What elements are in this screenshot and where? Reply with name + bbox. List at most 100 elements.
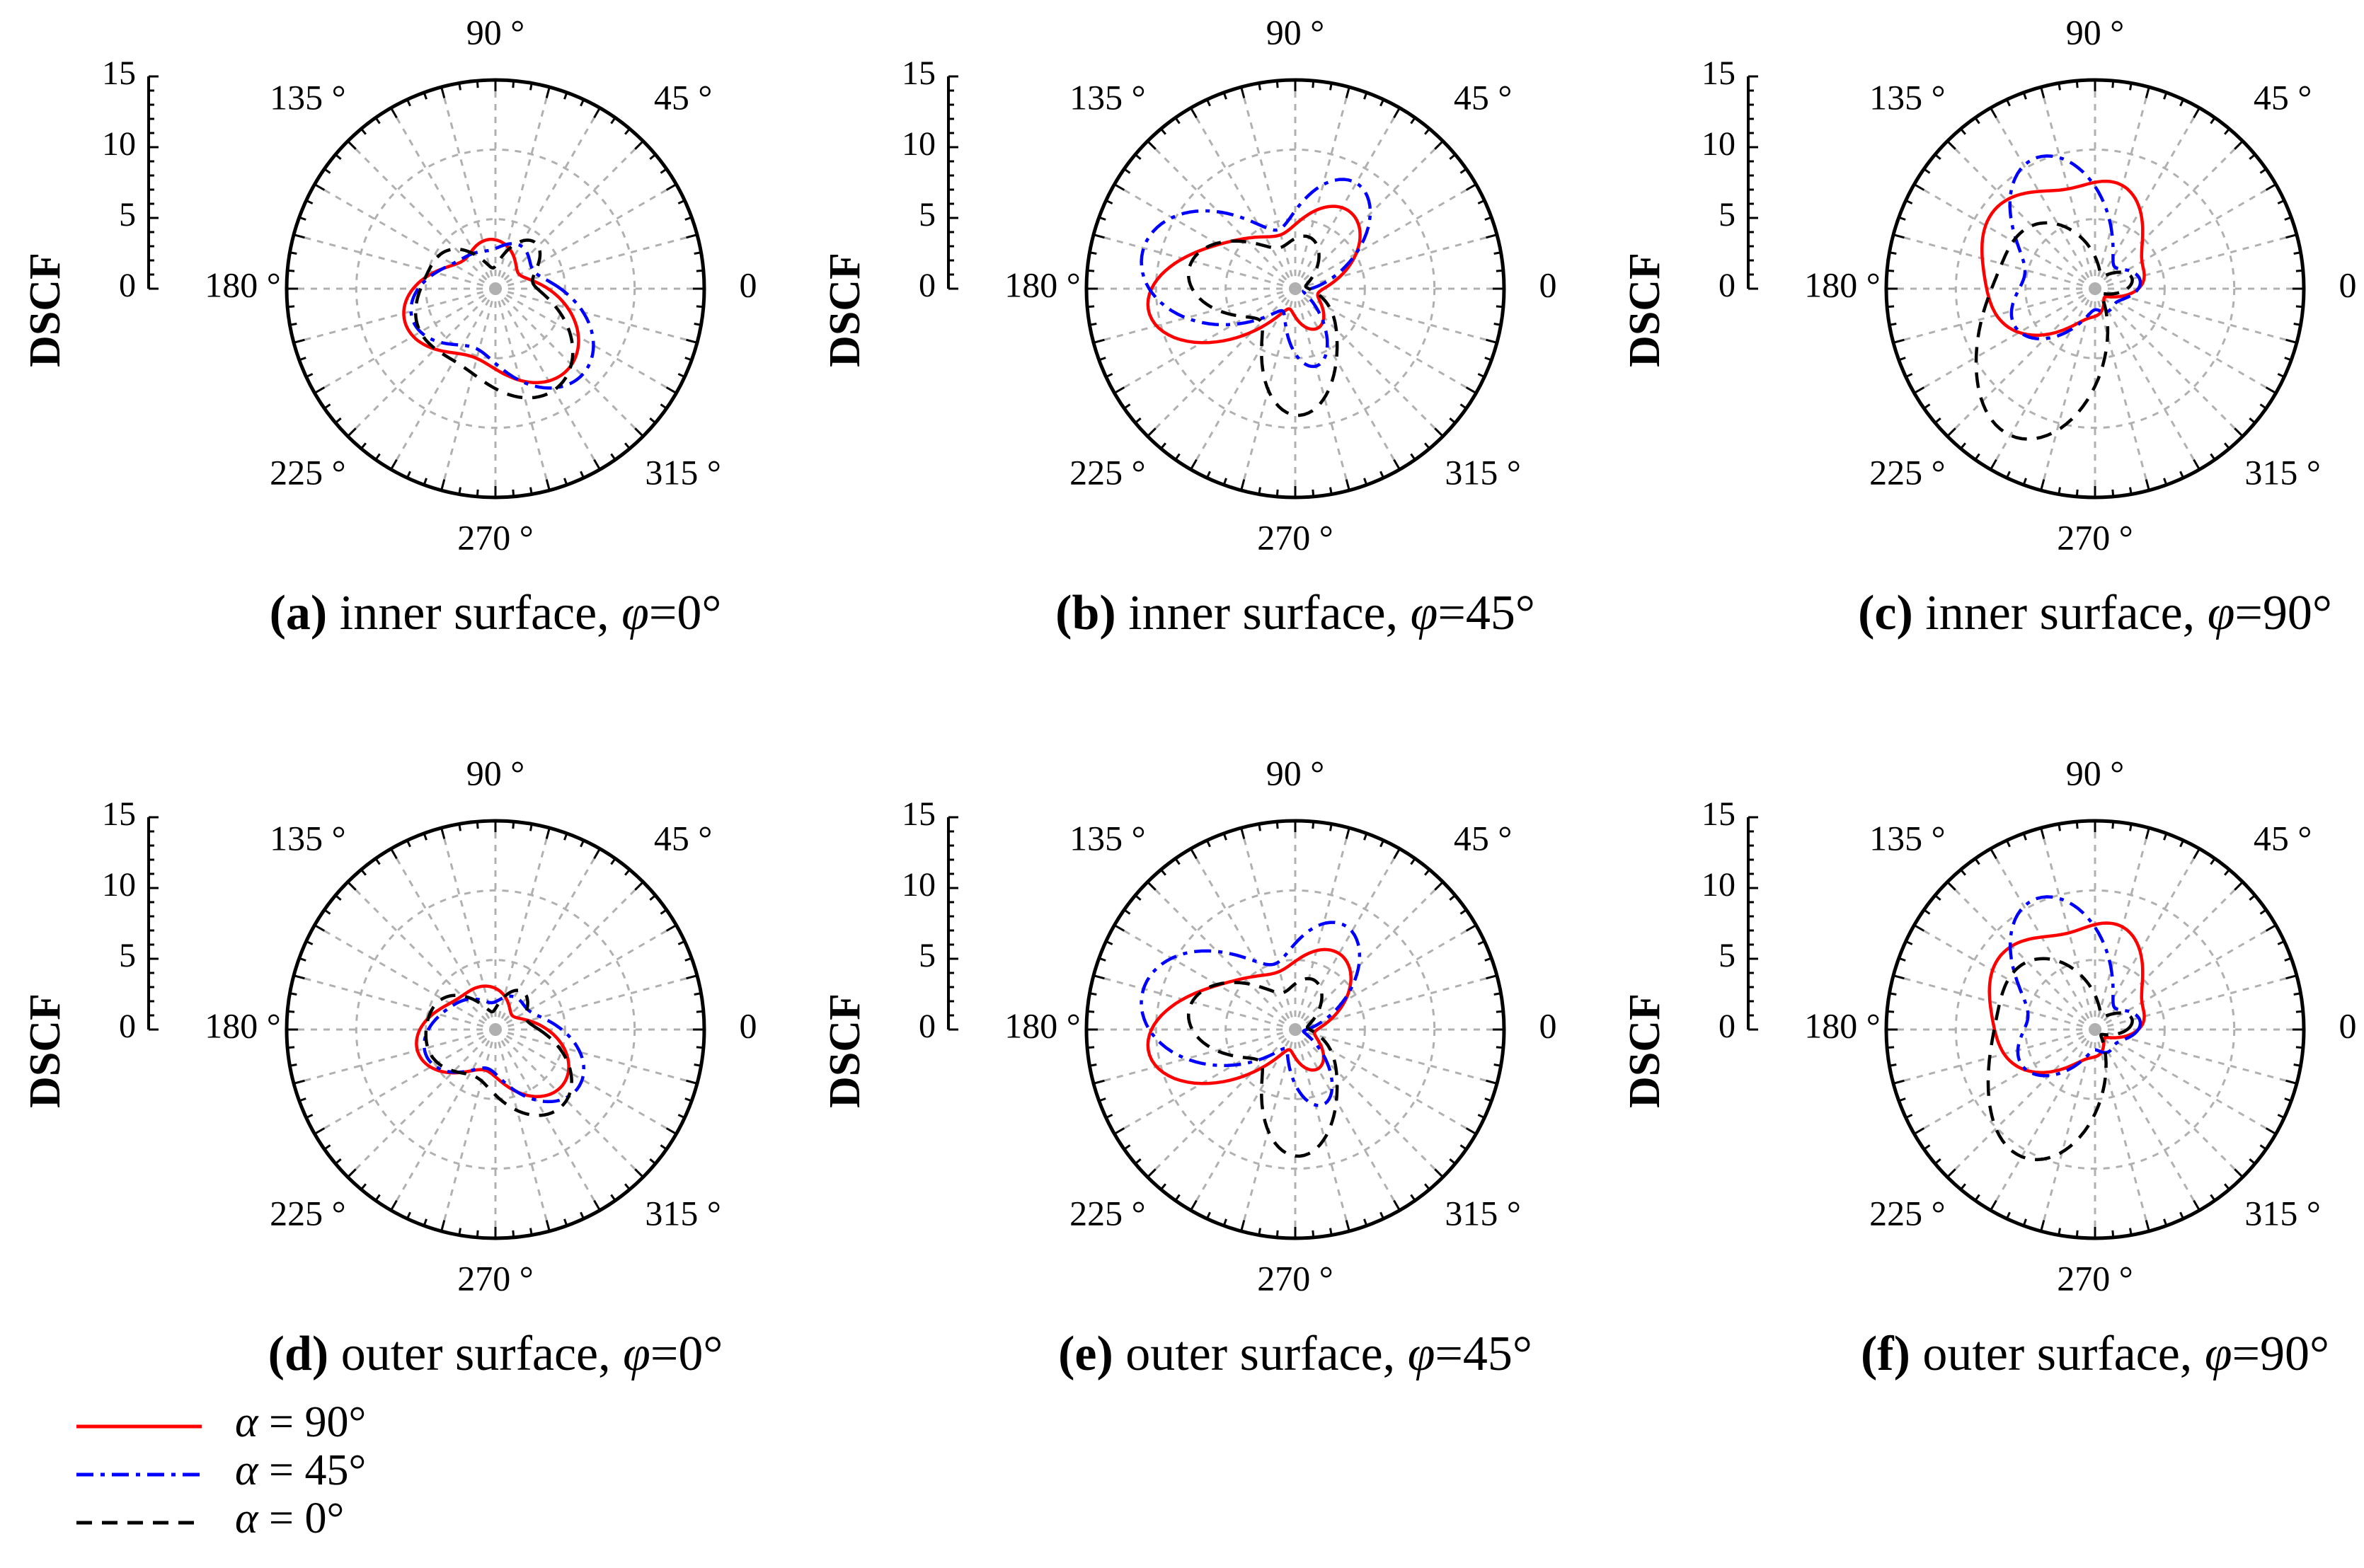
angle-tick: [529, 824, 533, 831]
angle-tick: [2129, 1228, 2133, 1235]
series-line-a0: [413, 238, 575, 400]
angle-tick: [1379, 471, 1385, 478]
angle-tick: [287, 1046, 295, 1049]
angle-tick: [1496, 305, 1504, 309]
angle-tick: [360, 869, 367, 876]
angle-tick: [686, 974, 698, 980]
angle-tick: [323, 1144, 331, 1151]
angle-tick: [406, 471, 411, 478]
angle-tick: [423, 833, 428, 841]
legend-value: = 90°: [258, 1398, 367, 1446]
caption-surface: outer surface,: [1113, 1327, 1408, 1381]
grid-spoke: [440, 288, 497, 491]
angle-tick: [624, 442, 631, 449]
angle-tick: [1089, 323, 1097, 326]
angle-tick: [306, 373, 314, 379]
series-line-a45: [422, 994, 586, 1104]
angle-tick: [2224, 442, 2230, 449]
angle-tick: [512, 80, 515, 88]
angle-tick: [1477, 199, 1485, 204]
angle-tick: [2005, 1211, 2011, 1219]
angle-tick: [440, 479, 446, 491]
grid-circle: [1954, 889, 2236, 1170]
grid-spoke: [293, 287, 496, 344]
grid-spoke: [2094, 1029, 2201, 1211]
radial-tick-label: 10: [102, 866, 136, 904]
angle-tick: [2193, 848, 2201, 860]
angle-tick: [1258, 824, 1261, 831]
angle-tick: [665, 183, 677, 191]
angle-label-315: 315 °: [645, 453, 721, 492]
grid-spoke: [1294, 1029, 1401, 1211]
angle-tick: [1974, 1194, 1980, 1201]
angle-label-225: 225 °: [1869, 453, 1946, 492]
angle-tick: [1312, 1230, 1315, 1238]
angle-tick: [563, 478, 568, 485]
grid-spoke: [347, 140, 497, 290]
angle-tick: [1258, 83, 1261, 91]
angle-tick: [634, 881, 644, 891]
angle-tick: [2224, 128, 2230, 135]
angle-tick: [1135, 1158, 1142, 1165]
angle-tick: [610, 453, 616, 461]
grid-spoke: [1893, 1028, 2096, 1085]
grid-spoke: [1113, 1028, 1296, 1135]
series-line-a90: [402, 238, 580, 384]
angle-label-45: 45 °: [1454, 77, 1513, 117]
angle-tick: [2249, 1158, 2256, 1165]
angle-tick: [1496, 1046, 1504, 1049]
angle-tick: [2163, 92, 2168, 100]
angle-tick: [1123, 909, 1131, 915]
angle-tick: [406, 1211, 411, 1219]
angle-tick: [593, 848, 601, 860]
grid-spoke: [1990, 1029, 2096, 1211]
angle-tick: [677, 199, 685, 204]
grid-spoke: [1147, 881, 1297, 1031]
angle-tick: [1393, 1199, 1401, 1211]
angle-label-270: 270 °: [457, 1258, 534, 1298]
angle-tick: [593, 107, 601, 119]
angle-tick: [649, 894, 656, 901]
series-line-a45: [1140, 178, 1372, 369]
angle-tick: [593, 459, 601, 471]
grid-spoke: [347, 287, 497, 437]
angle-tick: [1974, 453, 1980, 461]
angle-tick: [2193, 107, 2201, 119]
grid-spoke: [314, 924, 496, 1031]
grid-spoke: [1913, 924, 2096, 1031]
angle-tick: [1147, 140, 1157, 150]
angle-tick: [360, 128, 367, 135]
angle-tick: [390, 459, 398, 471]
panel-caption-d: (d) outer surface, φ=0°: [268, 1327, 723, 1381]
grid-spoke: [293, 1028, 496, 1085]
angle-tick: [649, 417, 656, 424]
angle-tick: [1113, 386, 1125, 394]
grid-spoke: [1093, 1028, 1296, 1085]
angle-tick: [423, 478, 428, 485]
angle-tick: [1477, 1114, 1485, 1119]
angle-tick: [1990, 107, 1997, 119]
angle-tick: [1106, 199, 1113, 204]
radial-tick-label: 5: [919, 196, 936, 234]
angle-tick: [1363, 478, 1368, 485]
angle-tick: [1484, 957, 1492, 962]
angle-label-225: 225 °: [1069, 1194, 1146, 1233]
angle-tick: [374, 1194, 381, 1201]
angle-tick: [512, 1230, 515, 1238]
angle-tick: [694, 323, 701, 326]
angle-tick: [2277, 199, 2285, 204]
angle-tick: [476, 1230, 479, 1238]
radial-axis-label: DSCF: [21, 253, 69, 367]
series-line-a90: [1146, 947, 1353, 1085]
angle-tick: [1484, 1097, 1492, 1102]
angle-tick: [2040, 827, 2045, 839]
angle-tick: [1493, 251, 1501, 255]
angle-label-315: 315 °: [1445, 1194, 1521, 1233]
radial-tick-label: 10: [1702, 125, 1735, 163]
angle-tick: [2193, 1199, 2201, 1211]
angle-label-90: 90 °: [466, 753, 525, 792]
angle-tick: [1205, 840, 1211, 848]
angle-tick: [406, 99, 411, 107]
angle-tick: [624, 1183, 631, 1190]
